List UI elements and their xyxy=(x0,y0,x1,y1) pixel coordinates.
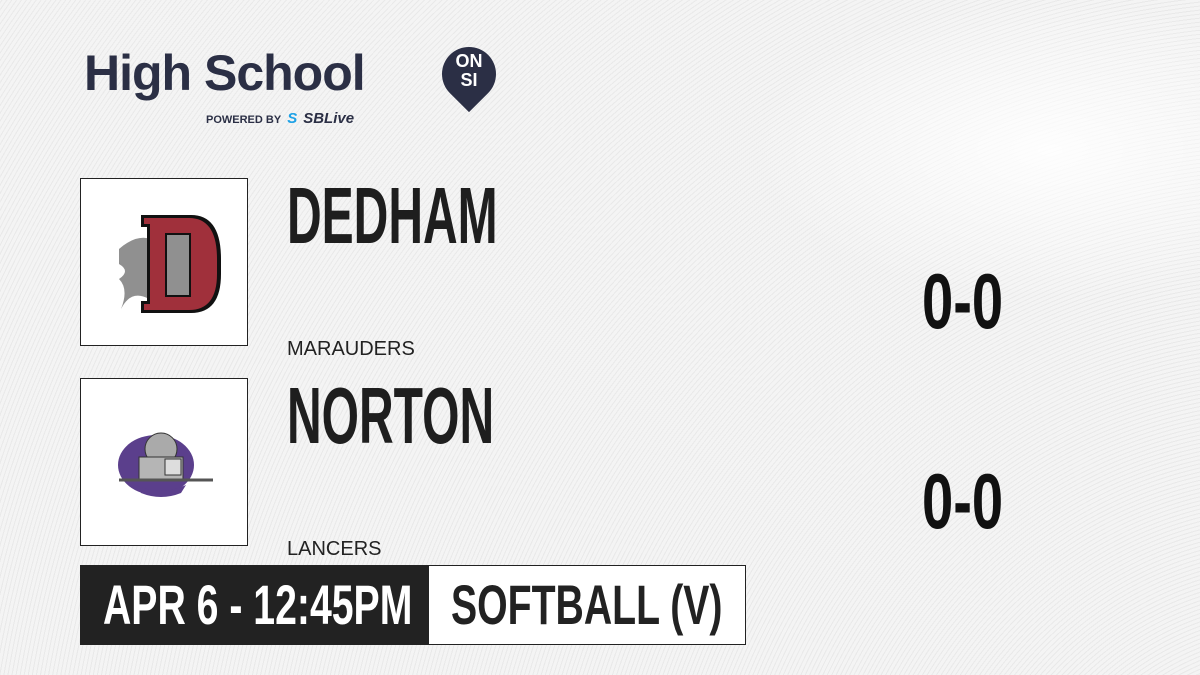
logo-title: High School xyxy=(84,45,366,101)
home-team-mascot: MARAUDERS xyxy=(287,338,415,360)
on-si-badge: ON SI xyxy=(455,51,483,90)
dedham-logo xyxy=(80,178,248,346)
home-team-score: 0-0 xyxy=(922,257,1004,345)
away-team-name: NORTON xyxy=(287,371,495,460)
away-team-score: 0-0 xyxy=(922,457,1004,545)
game-sport: SOFTBALL (V) xyxy=(451,573,723,636)
home-team-name: DEDHAM xyxy=(287,171,498,260)
game-info-bar: APR 6 - 12:45PM SOFTBALL (V) xyxy=(80,565,746,645)
game-datetime-box: APR 6 - 12:45PM xyxy=(81,566,429,644)
away-team-mascot: LANCERS xyxy=(287,538,382,560)
game-datetime: APR 6 - 12:45PM xyxy=(103,573,413,636)
powered-by: POWERED BY S SBLive xyxy=(206,110,355,127)
norton-logo xyxy=(80,378,248,546)
